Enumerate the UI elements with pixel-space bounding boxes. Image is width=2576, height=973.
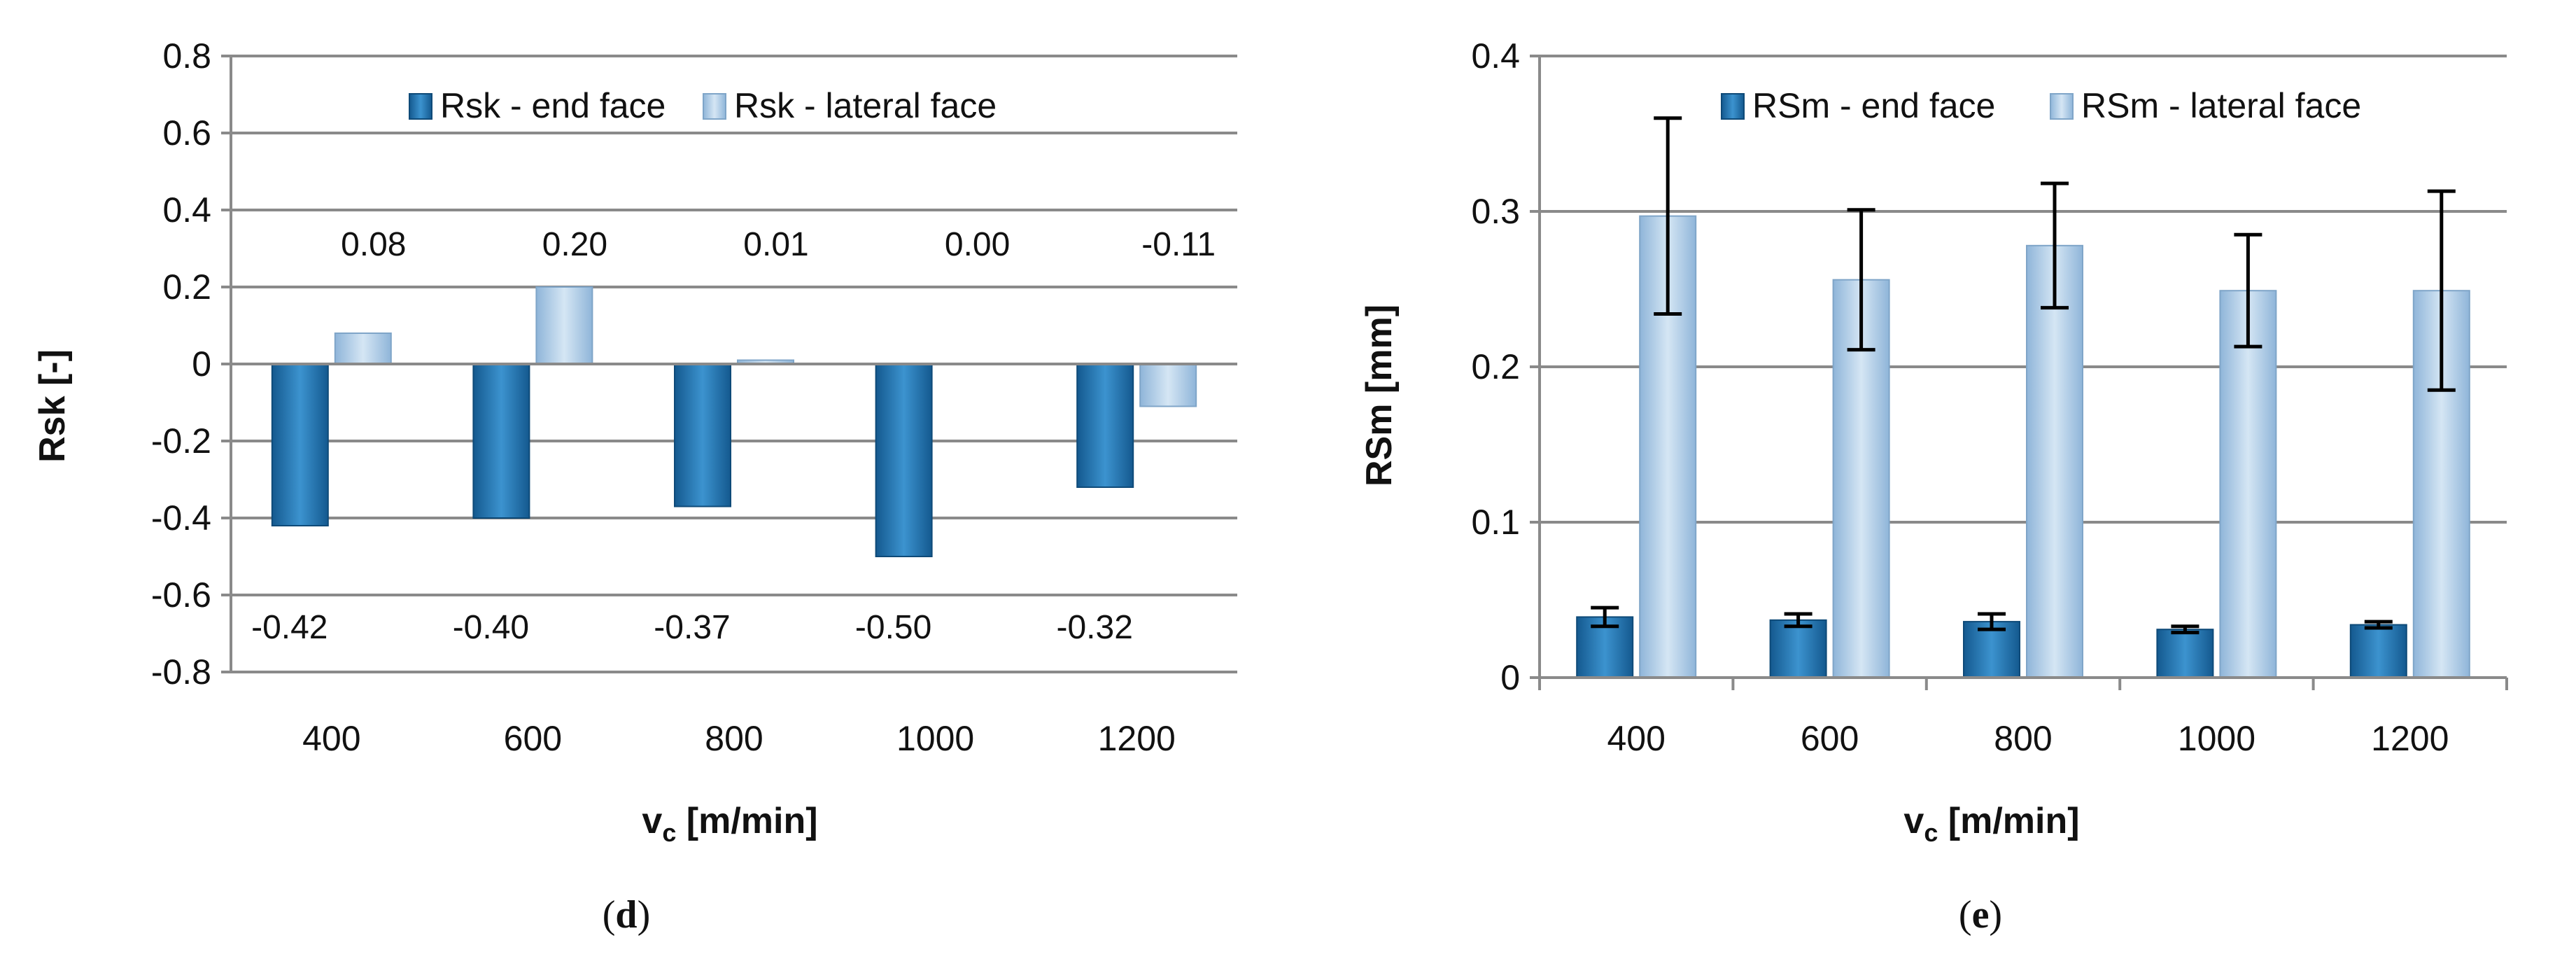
legend-swatch bbox=[1721, 93, 1745, 120]
y-tick-label: -0.4 bbox=[151, 498, 211, 538]
legend-e: RSm - end face RSm - lateral face bbox=[1721, 86, 2361, 125]
x-tick-label: 800 bbox=[705, 719, 763, 758]
legend-swatch bbox=[409, 93, 432, 120]
y-tick-label: -0.6 bbox=[151, 575, 211, 615]
y-tick-label: 0.3 bbox=[1471, 192, 1520, 231]
bars-d bbox=[271, 286, 1197, 557]
y-ticks-e: 0 0.1 0.2 0.3 0.4 bbox=[1471, 36, 1540, 697]
error-bar bbox=[2171, 624, 2200, 635]
x-tick-label: 400 bbox=[302, 719, 360, 758]
x-tick-label: 1000 bbox=[2178, 719, 2255, 758]
legend-item: RSm - lateral face bbox=[2050, 86, 2361, 125]
y-tick-label: 0 bbox=[1500, 658, 1520, 697]
x-tick-label: 1200 bbox=[1098, 719, 1176, 758]
error-bar bbox=[2234, 232, 2262, 349]
chart-panel-e: 0 0.1 0.2 0.3 0.4 400 600 800 1000 1200 RSm - en… bbox=[1288, 0, 2576, 973]
bar-end-face bbox=[472, 363, 530, 519]
error-bar bbox=[1654, 116, 1682, 316]
bar-end-face bbox=[674, 363, 731, 507]
y-tick-label: 0.4 bbox=[1471, 36, 1520, 76]
axes-d bbox=[230, 56, 1237, 672]
y-tick-label: 0.2 bbox=[162, 267, 211, 307]
bar-lateral-face bbox=[2026, 244, 2083, 678]
error-bar bbox=[2364, 620, 2393, 630]
x-axis-title-rest-d: [m/min] bbox=[676, 801, 817, 841]
bars-e bbox=[1576, 215, 2470, 679]
data-labels-d: -0.42 -0.40 -0.37 -0.50 -0.32 0.08 0.20 0.01 0.0… bbox=[251, 226, 1216, 646]
caption-e: (e) bbox=[1958, 893, 2003, 937]
y-axis-title-e: RSm [mm] bbox=[1359, 304, 1400, 486]
x-tick-label: 800 bbox=[1994, 719, 2052, 758]
bar-lateral-face bbox=[2219, 290, 2277, 679]
data-label-end-face: -0.40 bbox=[453, 609, 529, 646]
legend-swatch bbox=[703, 93, 726, 120]
x-axis-title-d: vc [m/min] bbox=[642, 801, 817, 847]
y-tick-label: 0.2 bbox=[1471, 347, 1520, 386]
x-ticks-e: 400 600 800 1000 1200 bbox=[1538, 678, 2508, 758]
error-bar bbox=[1978, 612, 2006, 631]
chart-panel-d: -0.8 -0.6 -0.4 -0.2 0 0.2 0.4 0.6 0.8 400 600 800 1… bbox=[32, 36, 1237, 937]
x-axis-title-main-d: v bbox=[642, 801, 662, 841]
legend-item: Rsk - lateral face bbox=[703, 86, 997, 125]
y-tick-label: 0.1 bbox=[1471, 503, 1520, 542]
error-bars-e bbox=[1591, 116, 2456, 635]
bar-end-face bbox=[1769, 619, 1827, 678]
bar-lateral-face bbox=[535, 286, 593, 365]
data-label-lateral-face: 0.20 bbox=[542, 226, 607, 263]
x-tick-label: 400 bbox=[1607, 719, 1665, 758]
bar-end-face bbox=[2156, 629, 2214, 678]
legend-label: Rsk - end face bbox=[440, 86, 666, 125]
y-tick-label: 0.4 bbox=[162, 190, 211, 230]
y-tick-label: 0.6 bbox=[162, 113, 211, 153]
bar-lateral-face bbox=[1139, 363, 1197, 407]
x-tick-label: 600 bbox=[1801, 719, 1859, 758]
bar-lateral-face bbox=[334, 332, 392, 365]
chart-e: 0 0.1 0.2 0.3 0.4 400 600 800 1000 1200 RSm - en… bbox=[1359, 36, 2508, 847]
x-axis-title-sub-d: c bbox=[662, 818, 676, 847]
y-tick-label: -0.2 bbox=[151, 421, 211, 461]
x-axis-title-sub-e: c bbox=[1924, 818, 1938, 847]
y-tick-label: 0.8 bbox=[162, 36, 211, 76]
x-tick-label: 600 bbox=[504, 719, 562, 758]
data-label-end-face: -0.42 bbox=[251, 609, 328, 646]
error-bar bbox=[2427, 189, 2456, 392]
x-tick-label: 1200 bbox=[2371, 719, 2449, 758]
caption-d: (d) bbox=[602, 893, 651, 937]
data-label-end-face: -0.32 bbox=[1056, 609, 1132, 646]
y-tick-label: 0 bbox=[192, 344, 211, 384]
legend-item: Rsk - end face bbox=[409, 86, 666, 125]
caption-letter-e: e bbox=[1971, 893, 1990, 937]
error-bar bbox=[1784, 612, 1813, 629]
bar-end-face bbox=[1076, 363, 1134, 488]
legend-item: RSm - end face bbox=[1721, 86, 1995, 125]
data-label-end-face: -0.50 bbox=[855, 609, 931, 646]
legend-label: RSm - lateral face bbox=[2081, 86, 2361, 125]
y-axis-title-d: Rsk [-] bbox=[32, 349, 73, 463]
x-axis-title-e: vc [m/min] bbox=[1903, 801, 2079, 847]
error-bar bbox=[1847, 208, 1875, 352]
y-tick-label: -0.8 bbox=[151, 652, 211, 692]
x-ticks-d: 400 600 800 1000 1200 bbox=[302, 719, 1176, 758]
y-ticks-d: -0.8 -0.6 -0.4 -0.2 0 0.2 0.4 0.6 0.8 bbox=[151, 36, 231, 692]
bar-end-face bbox=[2349, 624, 2407, 679]
data-label-lateral-face: 0.01 bbox=[743, 226, 808, 263]
data-label-end-face: -0.37 bbox=[654, 609, 730, 646]
error-bar bbox=[2041, 181, 2069, 310]
legend-swatch bbox=[2050, 93, 2074, 120]
bar-end-face bbox=[875, 363, 933, 557]
caption-letter-d: d bbox=[615, 893, 638, 937]
error-bar bbox=[1591, 606, 1619, 629]
x-tick-label: 1000 bbox=[896, 719, 974, 758]
data-label-lateral-face: 0.08 bbox=[341, 226, 406, 263]
legend-label: RSm - end face bbox=[1752, 86, 1995, 125]
data-label-lateral-face: -0.11 bbox=[1141, 226, 1216, 263]
chart-d: -0.8 -0.6 -0.4 -0.2 0 0.2 0.4 0.6 0.8 400 600 800 1… bbox=[32, 36, 1237, 847]
x-axis-title-rest-e: [m/min] bbox=[1938, 801, 2079, 841]
bar-end-face bbox=[271, 363, 329, 526]
legend-label: Rsk - lateral face bbox=[734, 86, 997, 125]
legend-d: Rsk - end face Rsk - lateral face bbox=[409, 86, 997, 125]
x-axis-title-main-e: v bbox=[1903, 801, 1924, 841]
data-label-lateral-face: 0.00 bbox=[945, 226, 1010, 263]
